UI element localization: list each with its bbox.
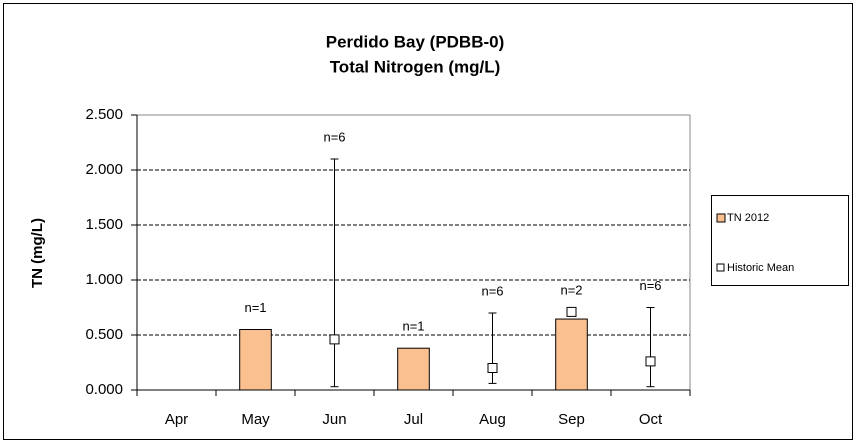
sample-size-label: n=1: [402, 319, 424, 334]
mean-marker: [487, 363, 498, 373]
y-tick-label: 2.000: [85, 161, 123, 178]
sample-size-label: n=6: [323, 129, 345, 144]
x-tick-label: Apr: [165, 411, 188, 428]
y-tick-label: 1.000: [85, 271, 123, 288]
legend-box: [711, 195, 849, 286]
bar: [239, 329, 272, 391]
x-tick-label: Oct: [639, 411, 663, 428]
x-tick-label: Sep: [558, 411, 585, 428]
y-tick-label: 0.500: [85, 326, 123, 343]
x-tick-label: Jun: [322, 411, 346, 428]
x-tick-label: May: [241, 411, 270, 428]
chart-title: Perdido Bay (PDBB-0): [326, 32, 505, 51]
y-axis-label: TN (mg/L): [29, 218, 46, 288]
legend-label: Historic Mean: [727, 262, 794, 274]
mean-marker: [329, 334, 340, 345]
y-tick-label: 1.500: [85, 216, 123, 233]
legend-label: TN 2012: [727, 212, 769, 224]
sample-size-label: n=2: [560, 282, 582, 297]
chart-subtitle: Total Nitrogen (mg/L): [330, 57, 501, 76]
x-tick-label: Aug: [479, 411, 506, 428]
y-tick-label: 2.500: [85, 106, 123, 123]
mean-marker: [566, 306, 577, 317]
sample-size-label: n=6: [639, 278, 661, 293]
y-tick-label: 0.000: [85, 381, 123, 398]
sample-size-label: n=1: [244, 300, 266, 315]
x-tick-label: Jul: [404, 411, 423, 428]
mean-marker: [645, 356, 656, 367]
plot-area: [136, 114, 691, 391]
legend-swatch: [716, 263, 725, 272]
bar: [555, 318, 588, 391]
bar: [397, 347, 430, 391]
sample-size-label: n=6: [481, 283, 503, 298]
legend-swatch: [716, 213, 726, 223]
